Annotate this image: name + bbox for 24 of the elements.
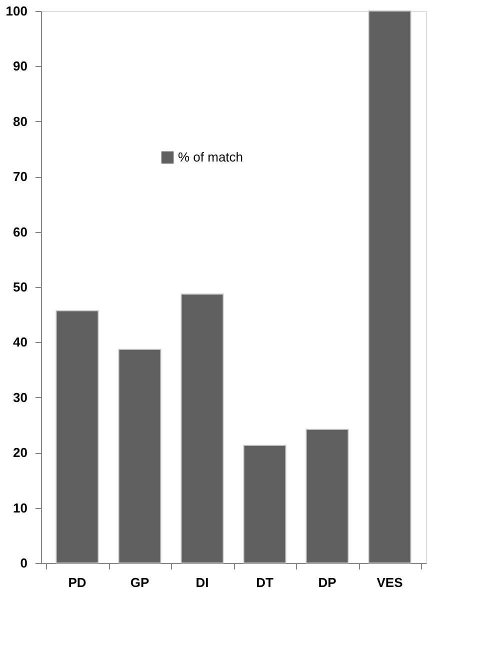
- legend-label: % of match: [178, 150, 244, 164]
- x-tick-label: DI: [196, 575, 209, 590]
- y-tick-label: 70: [13, 169, 28, 184]
- bar: [368, 10, 412, 564]
- x-tick-label: DP: [318, 575, 337, 590]
- x-tick-label: PD: [68, 575, 86, 590]
- y-tick-label: 10: [13, 500, 28, 516]
- bar: [243, 444, 286, 564]
- y-tick-label: 30: [13, 390, 28, 405]
- x-tick-label: DT: [256, 575, 274, 590]
- y-tick-label: 90: [13, 58, 28, 74]
- y-tick-label: 60: [13, 224, 28, 240]
- y-tick-label: 0: [20, 556, 28, 570]
- y-tick-label: 80: [13, 114, 28, 129]
- x-tick-label: VES: [376, 575, 404, 590]
- bar: [118, 348, 162, 564]
- bar: [306, 428, 349, 564]
- bar: [56, 310, 99, 564]
- y-tick-label: 50: [13, 280, 28, 294]
- bar: [180, 294, 224, 564]
- y-tick-label: 40: [13, 334, 28, 350]
- y-tick-label: 100: [6, 4, 28, 18]
- x-tick-label: GP: [130, 575, 150, 590]
- y-tick-label: 20: [13, 445, 28, 460]
